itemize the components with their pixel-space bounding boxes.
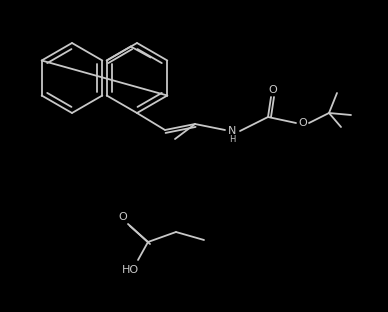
Text: HO: HO [121,265,139,275]
Text: O: O [119,212,127,222]
Text: N: N [228,126,236,136]
Text: O: O [299,118,307,128]
Text: O: O [268,85,277,95]
Text: H: H [229,135,235,144]
